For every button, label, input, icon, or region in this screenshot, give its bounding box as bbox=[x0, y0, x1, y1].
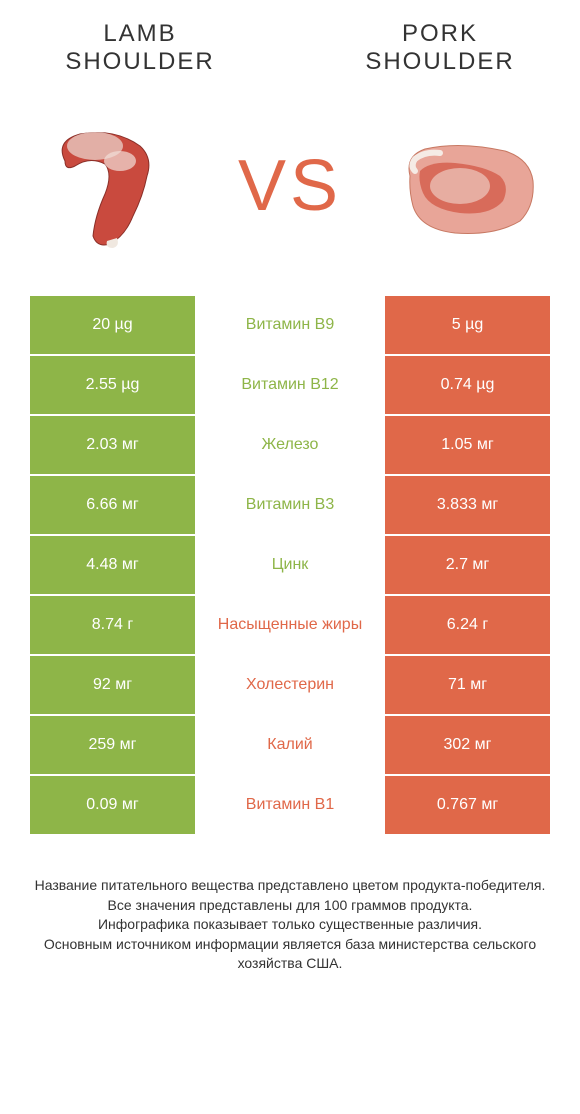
left-value-cell: 2.55 µg bbox=[30, 356, 195, 414]
left-value-cell: 20 µg bbox=[30, 296, 195, 354]
lamb-shoulder-image bbox=[30, 116, 200, 256]
footer-line: Основным источником информации является … bbox=[20, 935, 560, 974]
pork-shoulder-image bbox=[380, 116, 550, 256]
right-value-cell: 302 мг bbox=[385, 716, 550, 774]
table-row: 2.03 мгЖелезо1.05 мг bbox=[30, 416, 550, 474]
nutrient-label-cell: Витамин B3 bbox=[195, 476, 385, 534]
header: LAMB SHOULDER PORK SHOULDER bbox=[0, 0, 580, 86]
left-value-cell: 6.66 мг bbox=[30, 476, 195, 534]
table-row: 0.09 мгВитамин B10.767 мг bbox=[30, 776, 550, 834]
footer-notes: Название питательного вещества представл… bbox=[0, 836, 580, 974]
nutrient-label-cell: Витамин B12 bbox=[195, 356, 385, 414]
right-value-cell: 71 мг bbox=[385, 656, 550, 714]
footer-line: Инфографика показывает только существенн… bbox=[20, 915, 560, 935]
nutrient-label-cell: Насыщенные жиры bbox=[195, 596, 385, 654]
nutrient-label-cell: Калий bbox=[195, 716, 385, 774]
left-value-cell: 259 мг bbox=[30, 716, 195, 774]
left-value-cell: 0.09 мг bbox=[30, 776, 195, 834]
right-value-cell: 2.7 мг bbox=[385, 536, 550, 594]
footer-line: Название питательного вещества представл… bbox=[20, 876, 560, 896]
table-row: 8.74 гНасыщенные жиры6.24 г bbox=[30, 596, 550, 654]
left-value-cell: 92 мг bbox=[30, 656, 195, 714]
nutrient-label-cell: Железо bbox=[195, 416, 385, 474]
table-row: 20 µgВитамин B95 µg bbox=[30, 296, 550, 354]
table-row: 259 мгКалий302 мг bbox=[30, 716, 550, 774]
left-value-cell: 4.48 мг bbox=[30, 536, 195, 594]
right-value-cell: 6.24 г bbox=[385, 596, 550, 654]
left-value-cell: 8.74 г bbox=[30, 596, 195, 654]
left-product-title: LAMB SHOULDER bbox=[40, 20, 240, 76]
right-value-cell: 1.05 мг bbox=[385, 416, 550, 474]
nutrient-label-cell: Цинк bbox=[195, 536, 385, 594]
comparison-table: 20 µgВитамин B95 µg2.55 µgВитамин B120.7… bbox=[0, 296, 580, 834]
vs-label: VS bbox=[238, 145, 342, 227]
images-row: VS bbox=[0, 86, 580, 296]
right-value-cell: 5 µg bbox=[385, 296, 550, 354]
nutrient-label-cell: Витамин B1 bbox=[195, 776, 385, 834]
table-row: 4.48 мгЦинк2.7 мг bbox=[30, 536, 550, 594]
table-row: 2.55 µgВитамин B120.74 µg bbox=[30, 356, 550, 414]
table-row: 6.66 мгВитамин B33.833 мг bbox=[30, 476, 550, 534]
right-value-cell: 0.74 µg bbox=[385, 356, 550, 414]
nutrient-label-cell: Витамин B9 bbox=[195, 296, 385, 354]
right-value-cell: 3.833 мг bbox=[385, 476, 550, 534]
left-value-cell: 2.03 мг bbox=[30, 416, 195, 474]
nutrient-label-cell: Холестерин bbox=[195, 656, 385, 714]
right-product-title: PORK SHOULDER bbox=[340, 20, 540, 76]
table-row: 92 мгХолестерин71 мг bbox=[30, 656, 550, 714]
footer-line: Все значения представлены для 100 граммо… bbox=[20, 896, 560, 916]
right-value-cell: 0.767 мг bbox=[385, 776, 550, 834]
